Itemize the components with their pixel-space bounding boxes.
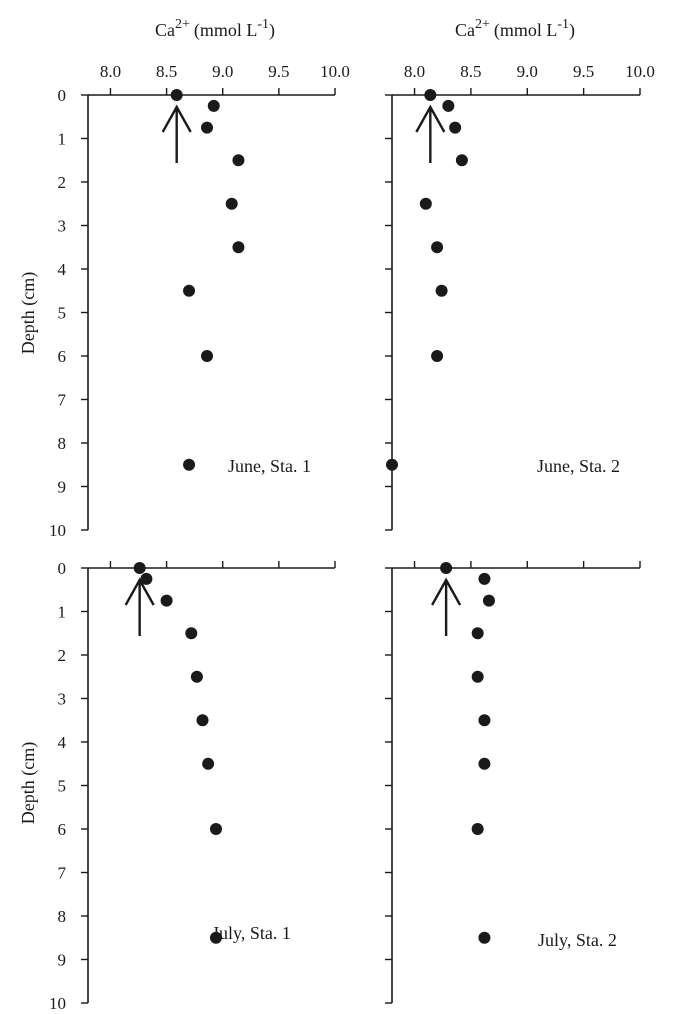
x-tick-label: 9.5 bbox=[573, 62, 594, 81]
panel-label: July, Sta. 2 bbox=[538, 930, 617, 950]
data-point bbox=[209, 823, 222, 835]
data-point bbox=[419, 197, 432, 210]
data-point bbox=[435, 284, 448, 297]
data-point bbox=[207, 99, 220, 112]
y-axis-title-top: Depth (cm) bbox=[18, 272, 39, 354]
y-tick-label: 3 bbox=[58, 217, 67, 236]
y-tick-label: 9 bbox=[58, 478, 67, 497]
y-tick-label: 5 bbox=[58, 777, 67, 796]
x-tick-label: 9.0 bbox=[212, 62, 233, 81]
data-point bbox=[431, 350, 444, 362]
y-tick-label: 10 bbox=[49, 521, 66, 540]
data-point bbox=[170, 89, 183, 101]
y-tick-label: 4 bbox=[58, 733, 67, 752]
panel-2: 8.0 8.5 9.0 9.5 10.0 June, Sta. 2 bbox=[385, 62, 655, 531]
data-point bbox=[431, 241, 444, 254]
y-tick-label: 1 bbox=[58, 130, 67, 149]
x-tick-label: 8.0 bbox=[100, 62, 121, 81]
top-axis-title-right: Ca2+ (mmol L-1) bbox=[455, 17, 575, 41]
y-tick-label: 2 bbox=[58, 646, 67, 665]
y-tick-label: 0 bbox=[58, 86, 67, 105]
data-point bbox=[201, 350, 214, 362]
y-tick-label: 6 bbox=[58, 347, 67, 366]
y-axis-title-bottom: Depth (cm) bbox=[18, 742, 39, 824]
data-point bbox=[455, 154, 468, 167]
data-point bbox=[225, 197, 238, 210]
panel-label: June, Sta. 2 bbox=[537, 456, 620, 476]
data-point bbox=[471, 627, 484, 640]
y-tick-label: 4 bbox=[58, 260, 67, 279]
data-point bbox=[232, 241, 245, 254]
y-tick-label: 10 bbox=[49, 994, 66, 1013]
data-point bbox=[183, 458, 196, 471]
data-point bbox=[440, 562, 453, 574]
data-point bbox=[185, 627, 198, 640]
data-point bbox=[190, 670, 203, 683]
data-point bbox=[133, 562, 146, 574]
data-point bbox=[160, 594, 173, 607]
x-tick-label: 9.0 bbox=[517, 62, 538, 81]
data-point bbox=[478, 572, 491, 585]
x-tick-label: 8.0 bbox=[404, 62, 425, 81]
data-point bbox=[202, 757, 215, 770]
y-tick-label: 2 bbox=[58, 173, 67, 192]
data-point bbox=[424, 89, 437, 101]
y-tick-label: 8 bbox=[58, 907, 67, 926]
data-point bbox=[478, 714, 491, 727]
up-arrow-marker bbox=[431, 577, 462, 636]
y-tick-label: 5 bbox=[58, 304, 67, 323]
up-arrow-marker bbox=[415, 104, 446, 163]
data-point bbox=[196, 714, 209, 727]
panel-4: July, Sta. 2 bbox=[385, 561, 641, 1004]
data-point bbox=[232, 154, 245, 167]
data-point bbox=[478, 931, 491, 944]
up-arrow-marker bbox=[161, 104, 192, 163]
y-tick-label: 6 bbox=[58, 820, 67, 839]
y-tick-label: 8 bbox=[58, 434, 67, 453]
data-point bbox=[471, 823, 484, 835]
data-point bbox=[471, 670, 484, 683]
y-tick-label: 7 bbox=[58, 391, 67, 410]
data-point bbox=[482, 594, 495, 607]
panel-label: June, Sta. 1 bbox=[228, 456, 311, 476]
data-point bbox=[449, 121, 462, 134]
x-tick-label: 8.5 bbox=[156, 62, 177, 81]
data-point bbox=[183, 284, 196, 297]
y-tick-label: 9 bbox=[58, 951, 67, 970]
panel-label: July, Sta. 1 bbox=[212, 923, 291, 943]
y-tick-label: 3 bbox=[58, 690, 67, 709]
data-point bbox=[201, 121, 214, 134]
data-point bbox=[442, 99, 455, 112]
x-tick-label: 10.0 bbox=[625, 62, 655, 81]
data-point bbox=[386, 458, 398, 471]
y-tick-label: 7 bbox=[58, 864, 67, 883]
y-tick-label: 1 bbox=[58, 603, 67, 622]
data-point bbox=[209, 931, 222, 944]
x-tick-label: 8.5 bbox=[460, 62, 481, 81]
up-arrow-marker bbox=[124, 577, 155, 636]
data-point bbox=[140, 572, 153, 585]
y-tick-label: 0 bbox=[58, 559, 67, 578]
panel-1: 8.0 8.5 9.0 9.5 10.0 0 1 2 3 4 5 6 7 8 9 10 June, Sta. 1 bbox=[49, 62, 350, 540]
top-axis-title-left: Ca2+ (mmol L-1) bbox=[155, 17, 275, 41]
panel-3: 0 1 2 3 4 5 6 7 8 9 10 July, Sta. 1 bbox=[49, 559, 336, 1013]
data-point bbox=[478, 757, 491, 770]
x-tick-label: 9.5 bbox=[268, 62, 289, 81]
x-tick-label: 10.0 bbox=[320, 62, 350, 81]
